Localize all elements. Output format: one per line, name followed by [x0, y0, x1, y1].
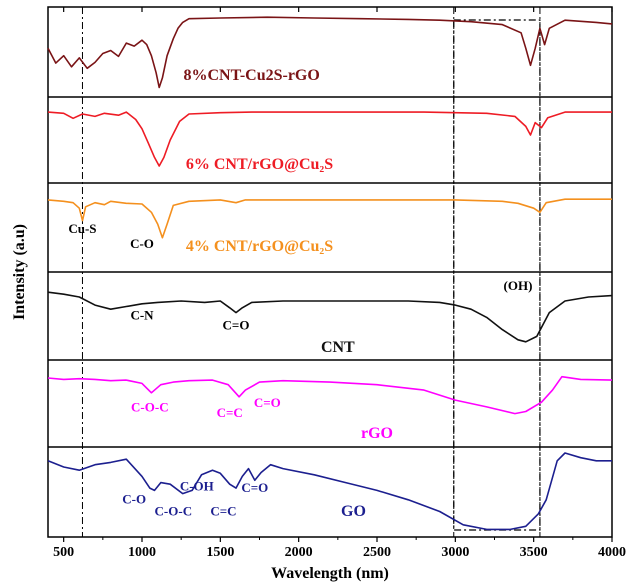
x-axis-title: Wavelength (nm): [271, 565, 389, 582]
y-axis-title: Intensity (a.u): [11, 224, 28, 320]
x-tick-label: 500: [53, 545, 74, 560]
annotation-label: C-O-C: [131, 400, 169, 415]
annotation-label: C=C: [210, 503, 236, 518]
x-tick-label: 4000: [598, 545, 626, 560]
x-tick-label: 3500: [520, 545, 548, 560]
series-line-4: [47, 291, 613, 343]
series-line-3: [47, 198, 612, 239]
series-label-5: rGO: [361, 425, 393, 442]
series-line-2: [47, 111, 612, 167]
series-line-1: [47, 16, 613, 89]
series-label-4: CNT: [321, 339, 355, 356]
annotation-label: C=O: [241, 480, 268, 495]
x-tick-label: 3000: [441, 545, 469, 560]
series-label-3: 4% CNT/rGO@Cu₂S: [186, 238, 333, 255]
highlight-region-box: [453, 19, 541, 531]
annotation-label: C=C: [217, 405, 243, 420]
annotation-label: Cu-S: [68, 221, 96, 236]
x-tick-label: 2500: [363, 545, 391, 560]
series-label-6: GO: [341, 503, 366, 520]
series-label-1: 8%CNT-Cu2S-rGO: [184, 67, 320, 84]
annotation-label: C-O-C: [155, 503, 193, 518]
annotation-label: C-OH: [180, 478, 214, 493]
x-tick-label: 1500: [206, 545, 234, 560]
series-label-2: 6% CNT/rGO@Cu₂S: [186, 156, 333, 173]
x-tick-label: 2000: [285, 545, 313, 560]
annotation-label: (OH): [504, 278, 533, 293]
annotation-label: C-O: [122, 492, 146, 507]
annotation-label: C-N: [130, 307, 154, 322]
series-line-6: [47, 452, 612, 531]
series-line-5: [47, 375, 613, 415]
annotation-label: C=O: [223, 318, 250, 333]
annotation-label: C-O: [130, 236, 154, 251]
x-tick-label: 1000: [128, 545, 156, 560]
annotation-label: C=O: [254, 395, 281, 410]
